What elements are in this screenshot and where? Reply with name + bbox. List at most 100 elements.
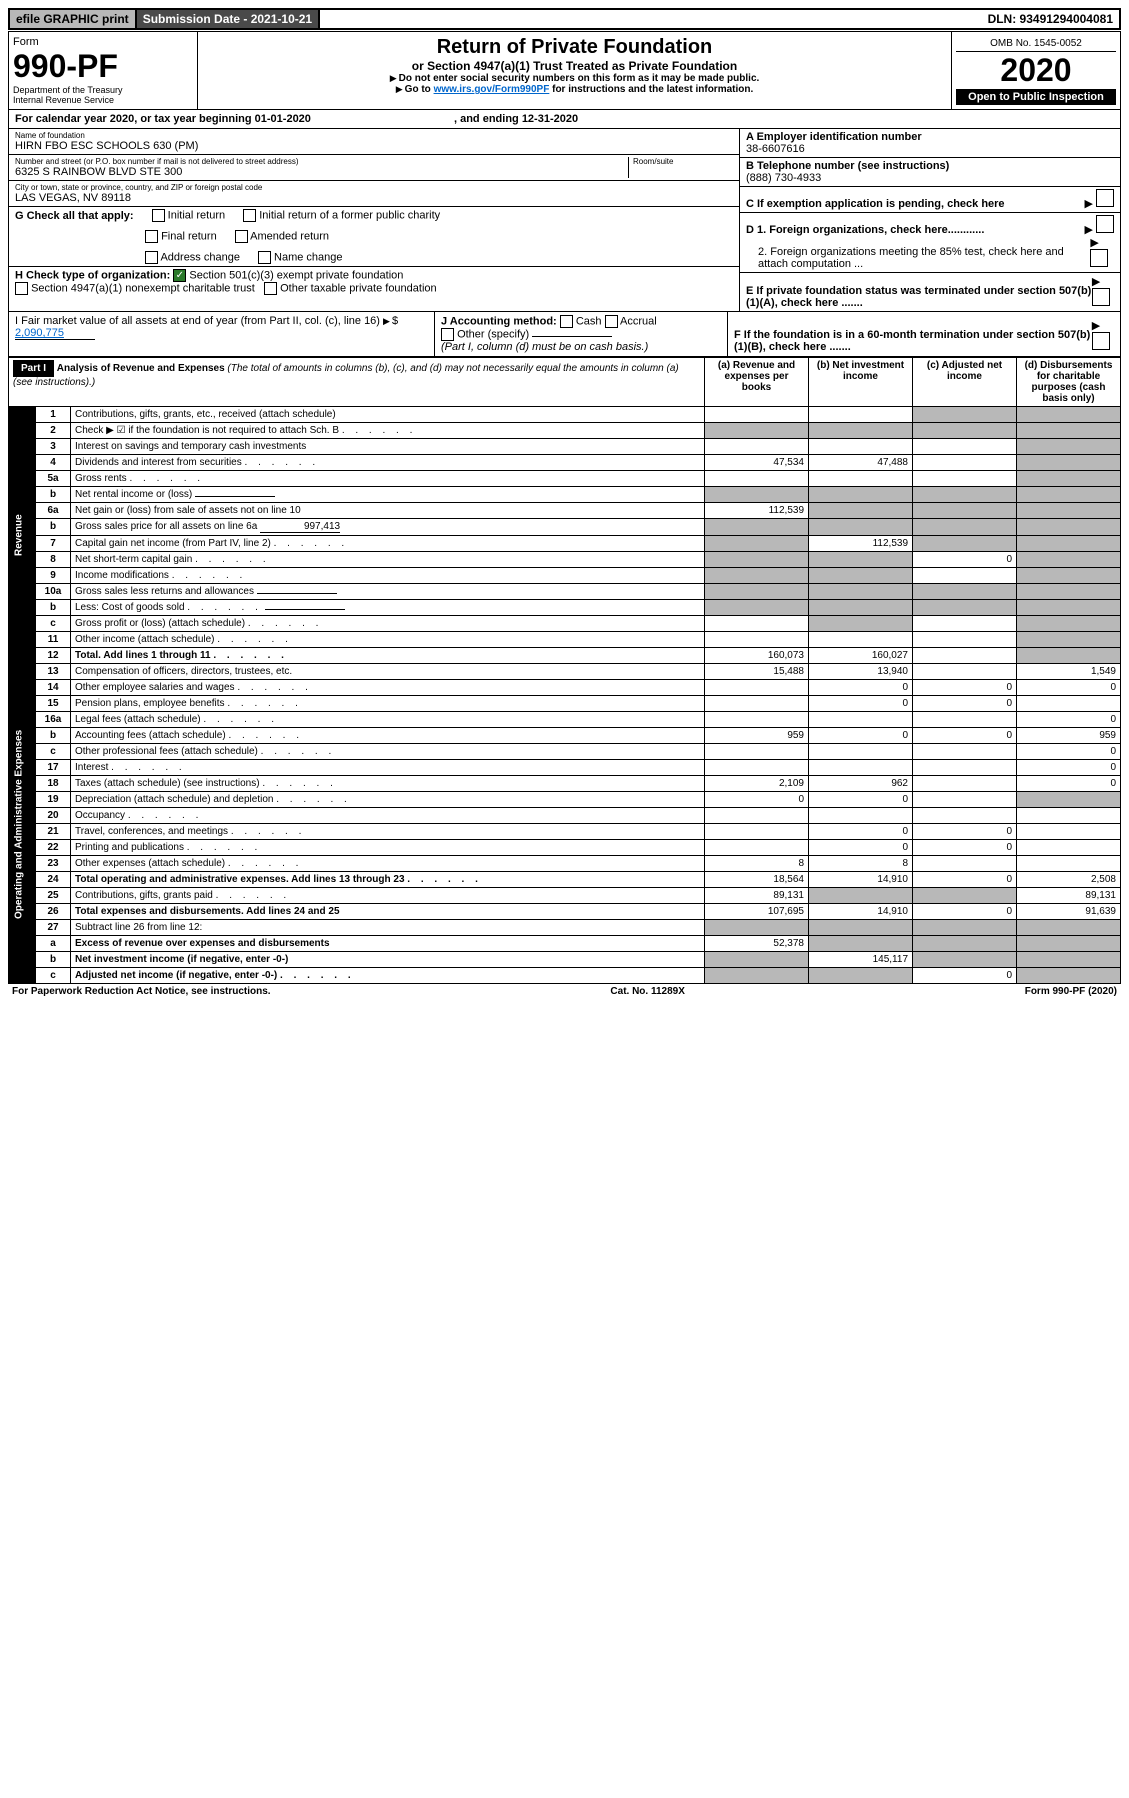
- amount-cell: [1017, 696, 1121, 712]
- g-opt-0: Initial return: [168, 209, 225, 221]
- row-number: 18: [36, 776, 71, 792]
- amount-cell: [705, 952, 809, 968]
- amount-cell: [809, 920, 913, 936]
- amount-cell: 962: [809, 776, 913, 792]
- row-description: Gross rents . . . . . .: [71, 471, 705, 487]
- row-description: Capital gain net income (from Part IV, l…: [71, 536, 705, 552]
- amount-cell: [1017, 407, 1121, 423]
- table-row: 6aNet gain or (loss) from sale of assets…: [9, 503, 1121, 519]
- amount-cell: [913, 664, 1017, 680]
- row-number: 22: [36, 840, 71, 856]
- other-checkbox[interactable]: [441, 328, 454, 341]
- amount-cell: [1017, 455, 1121, 471]
- initial-former-checkbox[interactable]: [243, 209, 256, 222]
- amount-cell: 13,940: [809, 664, 913, 680]
- amount-cell: [1017, 519, 1121, 536]
- amount-cell: [1017, 552, 1121, 568]
- 4947-checkbox[interactable]: [15, 282, 28, 295]
- amount-cell: [705, 968, 809, 984]
- table-row: 10aGross sales less returns and allowanc…: [9, 584, 1121, 600]
- table-row: 9Income modifications . . . . . .: [9, 568, 1121, 584]
- amount-cell: 0: [809, 728, 913, 744]
- amount-cell: 89,131: [705, 888, 809, 904]
- amount-cell: 8: [705, 856, 809, 872]
- amount-cell: 959: [705, 728, 809, 744]
- other-taxable-checkbox[interactable]: [264, 282, 277, 295]
- row-description: Other income (attach schedule) . . . . .…: [71, 632, 705, 648]
- amount-cell: 0: [1017, 776, 1121, 792]
- fmv-value[interactable]: 2,090,775: [15, 327, 95, 340]
- cash-checkbox[interactable]: [560, 315, 573, 328]
- row-description: Adjusted net income (if negative, enter …: [71, 968, 705, 984]
- table-row: 7Capital gain net income (from Part IV, …: [9, 536, 1121, 552]
- row-description: Other employee salaries and wages . . . …: [71, 680, 705, 696]
- row-description: Dividends and interest from securities .…: [71, 455, 705, 471]
- cal-pre: For calendar year 2020, or tax year begi…: [15, 113, 311, 125]
- h-opt-2: Section 4947(a)(1) nonexempt charitable …: [31, 282, 255, 294]
- row-description: Total operating and administrative expen…: [71, 872, 705, 888]
- a-label: A Employer identification number: [746, 131, 922, 143]
- row-number: b: [36, 952, 71, 968]
- row-description: Net investment income (if negative, ente…: [71, 952, 705, 968]
- table-row: 23Other expenses (attach schedule) . . .…: [9, 856, 1121, 872]
- c-checkbox[interactable]: [1096, 189, 1114, 207]
- amount-cell: 0: [913, 552, 1017, 568]
- amount-cell: [1017, 952, 1121, 968]
- initial-return-checkbox[interactable]: [152, 209, 165, 222]
- amount-cell: 0: [809, 696, 913, 712]
- amount-cell: [809, 968, 913, 984]
- amount-cell: [705, 760, 809, 776]
- amount-cell: [913, 584, 1017, 600]
- open-public-badge: Open to Public Inspection: [956, 89, 1116, 105]
- amount-cell: [809, 744, 913, 760]
- e-checkbox[interactable]: [1092, 288, 1110, 306]
- amount-cell: 0: [809, 792, 913, 808]
- row-description: Subtract line 26 from line 12:: [71, 920, 705, 936]
- row-description: Contributions, gifts, grants, etc., rece…: [71, 407, 705, 423]
- amended-return-checkbox[interactable]: [235, 230, 248, 243]
- amount-cell: [809, 439, 913, 455]
- c-label: C If exemption application is pending, c…: [746, 198, 1005, 210]
- irs-link[interactable]: www.irs.gov/Form990PF: [434, 84, 550, 95]
- amount-cell: 0: [913, 904, 1017, 920]
- h-opt-3: Other taxable private foundation: [280, 282, 437, 294]
- ein: 38-6607616: [746, 143, 805, 155]
- addr-label: Number and street (or P.O. box number if…: [15, 157, 628, 166]
- name-change-checkbox[interactable]: [258, 251, 271, 264]
- row-number: b: [36, 728, 71, 744]
- amount-cell: [1017, 503, 1121, 519]
- row-number: c: [36, 744, 71, 760]
- f-checkbox[interactable]: [1092, 332, 1110, 350]
- amount-cell: [913, 936, 1017, 952]
- accrual-checkbox[interactable]: [605, 315, 618, 328]
- col-d-header: (d) Disbursements for charitable purpose…: [1017, 358, 1121, 407]
- amount-cell: [913, 568, 1017, 584]
- table-row: 20Occupancy . . . . . .: [9, 808, 1121, 824]
- amount-cell: [705, 536, 809, 552]
- amount-cell: [913, 920, 1017, 936]
- d1-checkbox[interactable]: [1096, 215, 1114, 233]
- amount-cell: [705, 744, 809, 760]
- 501c3-checkbox[interactable]: [173, 269, 186, 282]
- amount-cell: [913, 503, 1017, 519]
- amount-cell: [809, 423, 913, 439]
- table-row: 11Other income (attach schedule) . . . .…: [9, 632, 1121, 648]
- d2-checkbox[interactable]: [1090, 249, 1108, 267]
- amount-cell: [809, 471, 913, 487]
- amount-cell: [809, 487, 913, 503]
- amount-cell: [705, 680, 809, 696]
- row-description: Other expenses (attach schedule) . . . .…: [71, 856, 705, 872]
- amount-cell: [913, 760, 1017, 776]
- amount-cell: [705, 552, 809, 568]
- row-description: Occupancy . . . . . .: [71, 808, 705, 824]
- instr-2-pre: Go to: [405, 84, 434, 95]
- final-return-checkbox[interactable]: [145, 230, 158, 243]
- address-change-checkbox[interactable]: [145, 251, 158, 264]
- form-label: Form: [13, 36, 193, 48]
- row-description: Net gain or (loss) from sale of assets n…: [71, 503, 705, 519]
- amount-cell: 0: [1017, 680, 1121, 696]
- row-description: Gross profit or (loss) (attach schedule)…: [71, 616, 705, 632]
- tax-year: 2020: [956, 52, 1116, 89]
- amount-cell: [913, 455, 1017, 471]
- amount-cell: [705, 824, 809, 840]
